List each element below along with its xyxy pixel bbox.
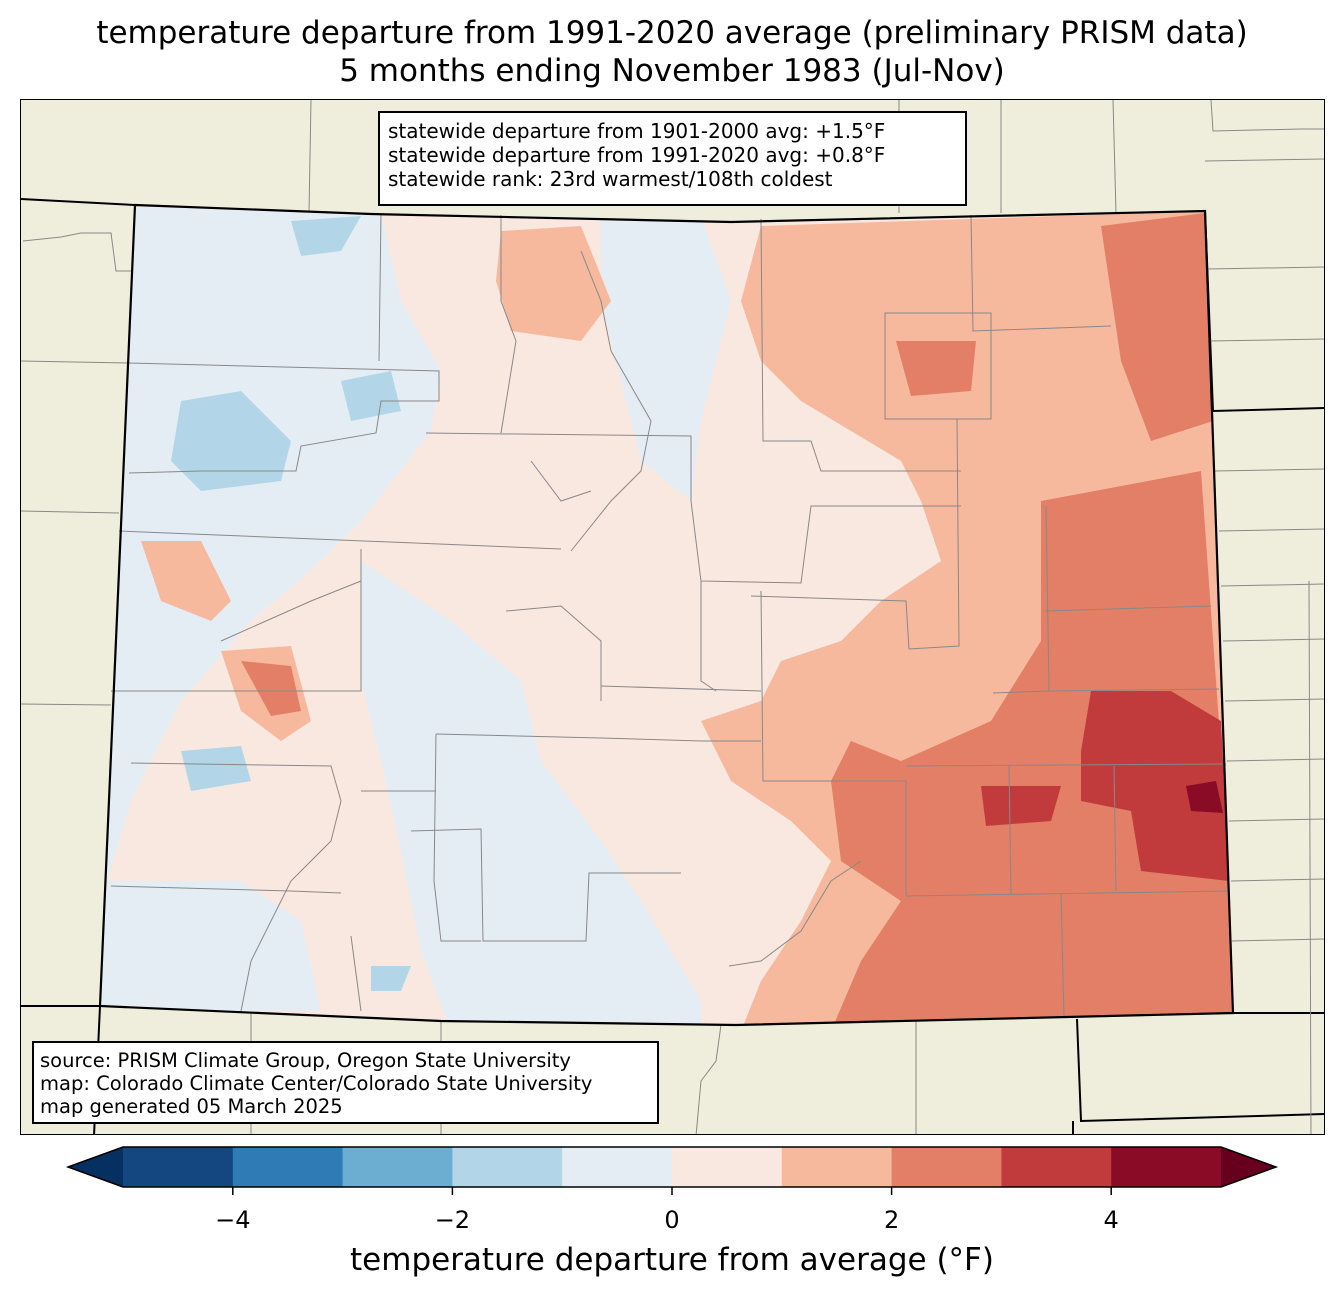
cool-patch-north-edge [291, 216, 361, 256]
hottest-patch [1186, 781, 1223, 813]
map-credit-line: map: Colorado Climate Center/Colorado St… [40, 1072, 593, 1095]
cool-patch-northwest [171, 391, 291, 491]
colorado-county-lines [110, 212, 1230, 1017]
colorbar [65, 1146, 1279, 1195]
colorbar-segment [342, 1147, 453, 1187]
cool-patch-southwest [181, 746, 251, 791]
colorbar-segment [1001, 1147, 1112, 1187]
warm-patch-northeast [896, 341, 976, 396]
colorado-state-border [98, 203, 1235, 1027]
colorbar-segment [1111, 1147, 1222, 1187]
map-panel [20, 99, 1325, 1135]
colorbar-segment [123, 1147, 234, 1187]
colorbar-extend-high [1221, 1147, 1276, 1187]
colorbar-label: temperature departure from average (°F) [350, 1242, 994, 1278]
statewide-stats-box: statewide departure from 1901-2000 avg: … [378, 111, 967, 206]
colorbar-tick-label: −2 [434, 1206, 471, 1234]
generated-date-line: map generated 05 March 2025 [40, 1095, 343, 1118]
cool-patch-south [371, 966, 411, 991]
colorbar-tick-label: −4 [215, 1206, 251, 1234]
colorbar-extend-low [68, 1147, 123, 1187]
warm-region-northeast [1101, 213, 1213, 441]
colorbar-segment [452, 1147, 563, 1187]
colorbar-segment [562, 1147, 673, 1187]
colorbar-tick-label: 4 [1103, 1206, 1119, 1234]
colorbar-outline [65, 1146, 1279, 1188]
colorbar-segment [891, 1147, 1002, 1187]
cool-patch-north-central [341, 371, 401, 421]
neighbor-county-lines [21, 100, 1324, 1134]
colorbar-tick-label: 0 [664, 1206, 680, 1234]
map-title: temperature departure from 1991-2020 ave… [96, 15, 1248, 51]
hot-patch-south [981, 786, 1061, 826]
cool-region-north [601, 211, 731, 501]
colorbar-segment [232, 1147, 344, 1187]
source-line: source: PRISM Climate Group, Oregon Stat… [40, 1049, 571, 1072]
colorado-map [21, 100, 1324, 1134]
warm-patch-west-core [241, 661, 301, 716]
colorbar-segment [672, 1147, 783, 1187]
colorbar-tick-label: 2 [883, 1206, 900, 1234]
map-subtitle: 5 months ending November 1983 (Jul-Nov) [339, 53, 1005, 89]
cool-region-southwest [101, 881, 321, 1011]
cool-region-central [361, 561, 701, 1025]
colorbar-segment [781, 1147, 893, 1187]
source-box: source: PRISM Climate Group, Oregon Stat… [32, 1041, 659, 1124]
warm-patch-west [141, 541, 231, 621]
stats-departure-1991-2020: statewide departure from 1991-2020 avg: … [388, 143, 886, 167]
hot-region-southeast [1081, 691, 1229, 881]
departure-field [100, 205, 1233, 1025]
stats-departure-1901-2000: statewide departure from 1901-2000 avg: … [388, 119, 886, 143]
warm-region-southeast [831, 471, 1233, 1025]
stats-rank: statewide rank: 23rd warmest/108th colde… [388, 167, 833, 191]
